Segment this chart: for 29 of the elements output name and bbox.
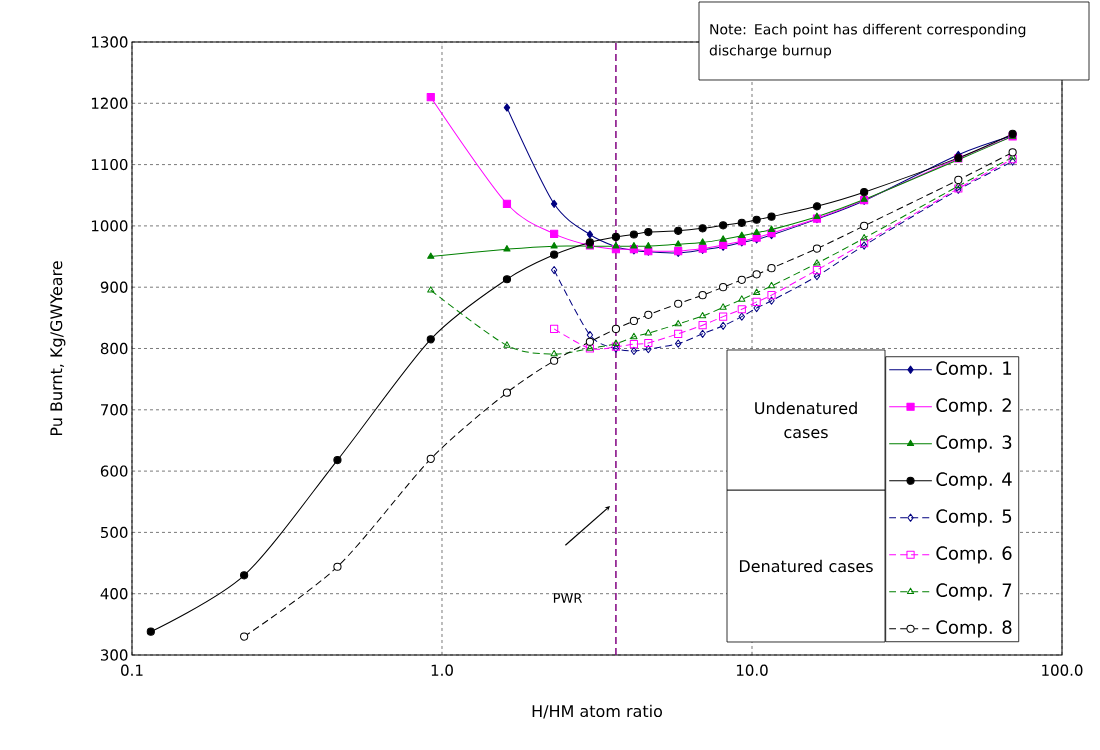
y-tick-label: 400: [100, 588, 128, 600]
x-tick-label: 100.0: [1042, 664, 1083, 676]
legend-label: Comp. 5: [936, 509, 1012, 527]
ref-line-label: PWR: [553, 593, 583, 603]
y-axis-title: Pu Burnt, Kg/GWYeare: [50, 261, 66, 436]
y-tick-label: 1100: [91, 158, 128, 171]
y-tick-label: 600: [100, 465, 128, 477]
y-tick-label: 500: [101, 526, 128, 539]
legend-label: Comp. 7: [936, 583, 1012, 601]
legend-label: Comp. 1: [936, 361, 1012, 379]
x-tick-label: 0.1: [121, 664, 143, 676]
x-axis-title: H/HM atom ratio: [532, 704, 663, 719]
legend-label: Comp. 2: [936, 398, 1011, 416]
y-tick-label: 1000: [91, 220, 128, 232]
y-tick-label: 1300: [91, 36, 128, 48]
y-tick-label: 900: [100, 281, 128, 293]
legend-label: Comp. 6: [936, 546, 1012, 564]
y-tick-label: 300: [100, 649, 128, 661]
x-tick-label: 10.0: [736, 664, 768, 676]
x-tick-label: 1.0: [431, 664, 453, 676]
legend-label: Comp. 4: [936, 472, 1012, 490]
annotation: Undenatured cases: [755, 401, 857, 439]
legend-label: Comp. 8: [936, 620, 1012, 638]
y-tick-label: 1200: [91, 97, 128, 109]
y-tick-label: 700: [101, 404, 128, 416]
annotation: Note: Each point has different corresponding discharge burnup: [709, 23, 1026, 59]
annotation: Denatured cases: [739, 559, 873, 573]
y-tick-label: 800: [100, 342, 128, 355]
legend-label: Comp. 3: [936, 435, 1012, 453]
